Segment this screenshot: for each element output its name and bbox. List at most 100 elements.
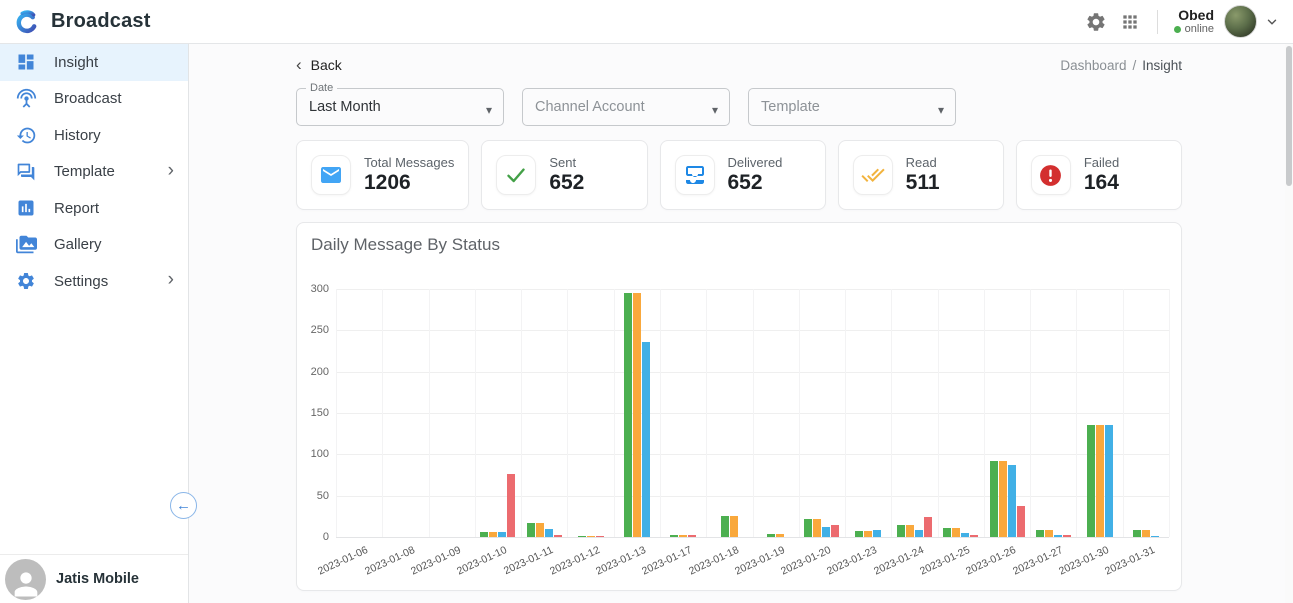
bar-read — [873, 530, 882, 537]
bar-failed — [553, 535, 562, 537]
bar-failed — [831, 525, 840, 537]
bar-group-2023-01-31 — [1132, 530, 1159, 537]
x-axis-label: 2023-01-11 — [502, 544, 556, 578]
brand-swirl-icon — [12, 8, 39, 35]
gridline — [382, 289, 384, 537]
sidebar-item-gallery[interactable]: Gallery — [0, 227, 188, 264]
bar-delivered — [952, 528, 961, 537]
app-logo: Broadcast — [0, 8, 151, 35]
bar-group-2023-01-24 — [896, 517, 932, 537]
gridline — [983, 289, 985, 537]
antenna-icon — [15, 88, 37, 110]
caret-down-icon: ▾ — [485, 103, 492, 117]
envelope-icon — [311, 155, 351, 195]
online-dot-icon — [1173, 26, 1181, 34]
sidebar-item-history[interactable]: History — [0, 117, 188, 154]
bar-chart-plot: 0 50 100 150 200 250 300 2023-01-06 2023-01-08 20… — [311, 283, 1170, 578]
bar-group-2023-01-20 — [804, 519, 840, 537]
user-avatar[interactable] — [1224, 5, 1257, 38]
page-scrollbar-thumb[interactable] — [1286, 46, 1292, 186]
org-profile[interactable]: Jatis Mobile — [0, 554, 188, 603]
sidebar-item-settings[interactable]: Settings › — [0, 263, 188, 300]
inbox-icon — [674, 155, 715, 195]
bar-group-2023-01-23 — [855, 530, 882, 537]
chevron-down-icon[interactable] — [1265, 15, 1279, 29]
bar-delivered — [729, 516, 738, 537]
back-label: Back — [310, 57, 342, 73]
bar-delivered — [535, 523, 544, 537]
chevron-right-icon: › — [167, 269, 174, 291]
template-filter-select[interactable]: Template ▾ — [748, 88, 956, 126]
sidebar-item-label: History — [54, 126, 101, 144]
bar-sent — [623, 293, 632, 537]
bar-delivered — [864, 531, 873, 537]
gridline — [937, 289, 939, 537]
gridline — [567, 289, 569, 537]
x-axis-label: 2023-01-10 — [455, 544, 510, 578]
x-axis-label: 2023-01-23 — [825, 544, 880, 578]
stat-card-delivered: Delivered 652 — [659, 140, 826, 210]
app-header: Broadcast Obed online — [0, 0, 1293, 44]
bar-read — [1007, 465, 1016, 537]
bar-sent — [480, 532, 489, 537]
sidebar-item-label: Template — [54, 163, 115, 181]
select-value: Last Month — [309, 99, 381, 115]
gridline — [706, 289, 708, 537]
bar-read — [498, 532, 507, 537]
daily-message-chart-card: Daily Message By Status 0 50 100 150 200 250 3… — [296, 222, 1182, 591]
bar-failed — [507, 474, 516, 537]
sidebar-item-broadcast[interactable]: Broadcast — [0, 81, 188, 118]
apps-grid-icon[interactable] — [1113, 5, 1147, 39]
bar-failed — [923, 517, 932, 537]
back-button[interactable]: ‹ Back — [296, 56, 342, 75]
gridline — [1076, 289, 1078, 537]
y-axis-tick: 0 — [322, 531, 329, 543]
sidebar-item-report[interactable]: Report — [0, 190, 188, 227]
stat-value: 1206 — [364, 171, 411, 195]
sidebar-item-label: Insight — [54, 53, 99, 71]
date-filter-select[interactable]: Date Last Month ▾ — [296, 82, 504, 126]
stat-card-total-messages: Total Messages 1206 — [296, 140, 470, 210]
bar-read — [961, 533, 970, 537]
gridline — [474, 289, 476, 537]
gridline — [613, 289, 615, 537]
breadcrumb-dashboard[interactable]: Dashboard — [1060, 57, 1127, 73]
bar-read — [1053, 535, 1062, 537]
breadcrumb: Dashboard / Insight — [1060, 57, 1182, 73]
bar-group-2023-01-13 — [623, 293, 650, 537]
bar-delivered — [905, 525, 914, 537]
bar-sent — [720, 516, 729, 537]
x-axis-label: 2023-01-18 — [686, 544, 741, 578]
bar-sent — [670, 535, 679, 537]
x-axis-label: 2023-01-08 — [362, 544, 417, 578]
sidebar-item-template[interactable]: Template › — [0, 154, 188, 191]
channel-account-filter-select[interactable]: Channel Account ▾ — [522, 88, 730, 126]
x-axis-label: 2023-01-09 — [409, 544, 463, 578]
bar-failed — [1016, 506, 1025, 537]
bar-delivered — [998, 461, 1007, 537]
stat-label: Total Messages — [364, 154, 455, 170]
bar-sent — [1132, 530, 1141, 537]
x-axis-label: 2023-01-17 — [640, 544, 695, 578]
bar-read — [914, 530, 923, 537]
stat-value: 164 — [1083, 171, 1119, 195]
bar-failed — [595, 536, 604, 537]
select-placeholder: Channel Account — [535, 99, 645, 115]
sidebar-collapse-button[interactable]: ← — [170, 492, 197, 519]
caret-down-icon: ▾ — [711, 103, 718, 117]
gridline — [752, 289, 754, 537]
bar-sent — [1035, 530, 1044, 537]
bar-delivered — [489, 532, 498, 537]
header-divider — [1156, 9, 1158, 34]
bar-read — [822, 527, 831, 537]
user-name: Obed — [1178, 7, 1214, 24]
gridline — [336, 289, 337, 537]
bar-sent — [989, 461, 998, 537]
user-info: Obed online — [1173, 7, 1214, 36]
settings-icon[interactable] — [1079, 5, 1113, 39]
gridline — [845, 289, 847, 537]
gridline — [659, 289, 661, 537]
gridline — [428, 289, 430, 537]
sidebar-item-label: Broadcast — [54, 90, 122, 108]
sidebar-item-insight[interactable]: Insight — [0, 44, 188, 81]
